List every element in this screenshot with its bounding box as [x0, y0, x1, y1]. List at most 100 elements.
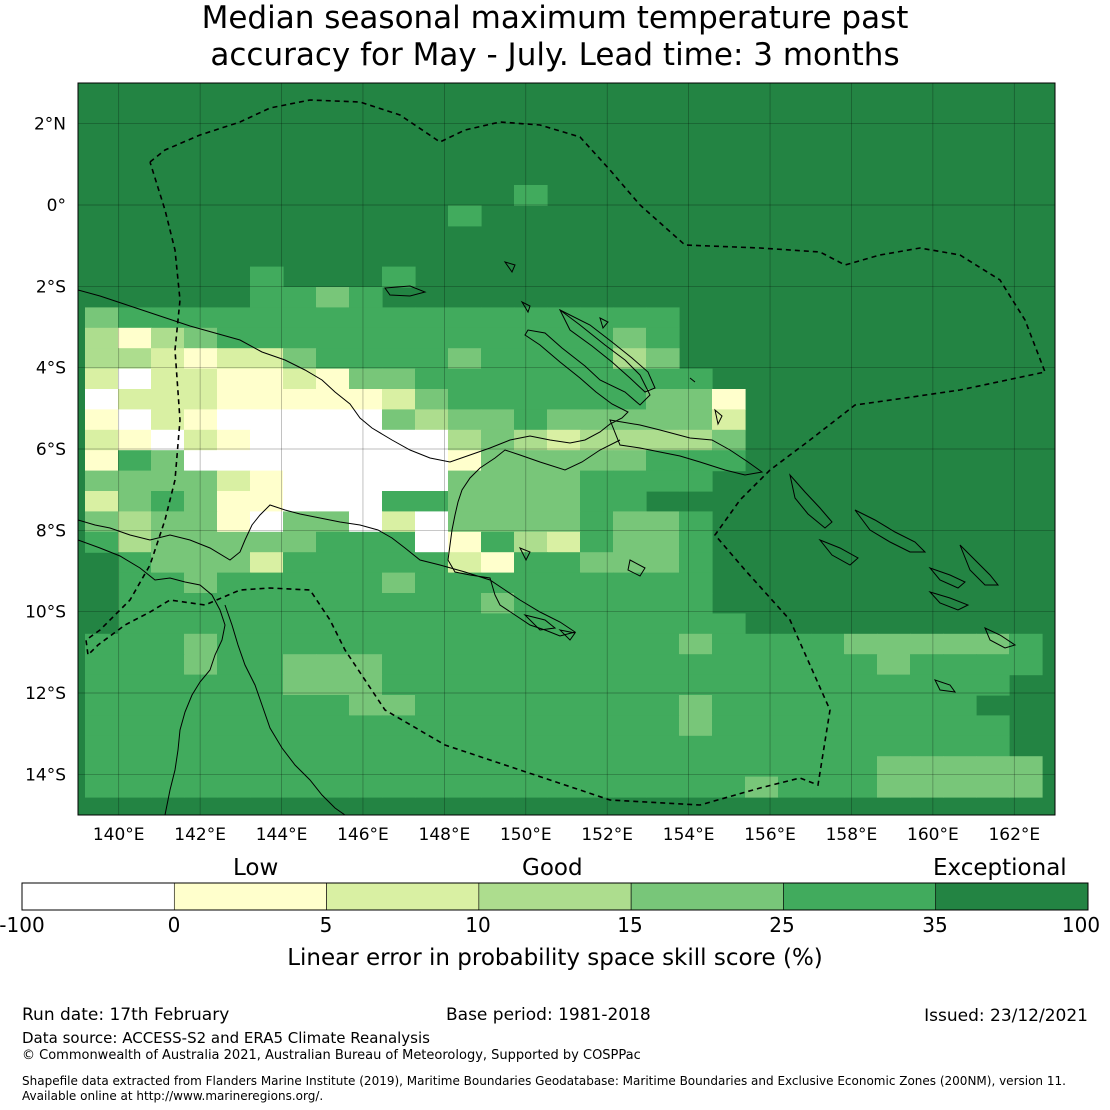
- skill-cell: [844, 674, 878, 696]
- skill-cell: [85, 776, 119, 798]
- x-tick-label: 144°E: [256, 825, 308, 845]
- skill-cell: [778, 715, 812, 737]
- colorbar-tick-label: 100: [1061, 913, 1101, 937]
- skill-cell: [415, 593, 449, 614]
- skill-cell: [580, 695, 614, 716]
- skill-cell: [712, 756, 746, 778]
- skill-cell: [118, 552, 152, 574]
- skill-cell: [415, 776, 449, 798]
- skill-cell: [679, 654, 713, 676]
- x-tick-label: 160°E: [907, 825, 959, 845]
- skill-cell: [283, 287, 317, 308]
- skill-cell: [382, 429, 416, 451]
- skill-cell: [283, 715, 317, 737]
- skill-cell: [613, 776, 647, 798]
- skill-cell: [250, 654, 284, 676]
- skill-cell: [382, 470, 416, 492]
- skill-cell: [184, 633, 218, 655]
- skill-cell: [349, 674, 383, 696]
- skill-cell: [118, 389, 152, 410]
- skill-cell: [844, 756, 878, 778]
- skill-cell: [349, 552, 383, 574]
- skill-cell: [349, 327, 383, 349]
- skill-cell: [382, 715, 416, 737]
- map-gridlines: [78, 83, 1055, 815]
- skill-cell: [382, 266, 416, 288]
- skill-cell: [184, 572, 218, 594]
- skill-cell: [250, 287, 284, 308]
- skill-cell: [382, 735, 416, 757]
- skill-cell: [547, 409, 581, 431]
- skill-cell: [85, 450, 119, 472]
- skill-cell: [217, 368, 251, 390]
- skill-cell: [481, 491, 515, 512]
- skill-cell: [316, 593, 350, 614]
- skill-cell: [646, 470, 680, 492]
- skill-cell: [184, 715, 218, 737]
- skill-cell: [877, 776, 911, 798]
- skill-cell: [85, 429, 119, 451]
- skill-cell: [382, 348, 416, 370]
- skill-cell: [349, 654, 383, 676]
- y-tick-label: 2°S: [36, 277, 66, 297]
- skill-cell: [712, 715, 746, 737]
- skill-cell: [646, 389, 680, 410]
- skill-cell: [217, 470, 251, 492]
- skill-cell: [415, 633, 449, 655]
- skill-cell: [118, 756, 152, 778]
- skill-cell: [646, 552, 680, 574]
- skill-cell: [580, 531, 614, 553]
- skill-cell: [316, 531, 350, 553]
- skill-cell: [415, 429, 449, 451]
- skill-cell: [811, 654, 845, 676]
- skill-cell: [151, 368, 185, 390]
- skill-cell: [415, 613, 449, 635]
- skill-cell: [514, 715, 548, 737]
- y-tick-label: 8°S: [36, 521, 66, 541]
- skill-cell: [646, 531, 680, 553]
- skill-cell: [514, 368, 548, 390]
- skill-cell: [613, 593, 647, 614]
- skill-cell: [283, 695, 317, 716]
- skill-cell: [514, 470, 548, 492]
- skill-cell: [250, 450, 284, 472]
- skill-cell: [250, 470, 284, 492]
- skill-cell: [316, 389, 350, 410]
- skill-cell: [547, 389, 581, 410]
- skill-cell: [910, 776, 944, 798]
- skill-cell: [943, 715, 977, 737]
- skill-cell: [679, 511, 713, 533]
- skill-cell: [217, 307, 251, 329]
- skill-cell: [481, 552, 515, 574]
- y-tick-label: 0°: [47, 196, 66, 216]
- x-tick-label: 162°E: [988, 825, 1040, 845]
- skill-cell: [514, 572, 548, 594]
- skill-cell: [349, 572, 383, 594]
- skill-cell: [151, 409, 185, 431]
- skill-cell: [712, 776, 746, 798]
- skill-cell: [910, 695, 944, 716]
- skill-cell: [151, 491, 185, 512]
- skill-cell: [976, 715, 1010, 737]
- skill-cell: [85, 327, 119, 349]
- skill-cell: [613, 572, 647, 594]
- skill-cell: [580, 409, 614, 431]
- skill-cell: [382, 572, 416, 594]
- skill-cell: [316, 327, 350, 349]
- skill-cell: [679, 572, 713, 594]
- colorbar-swatch: [326, 882, 480, 911]
- skill-cell: [613, 389, 647, 410]
- skill-cell: [184, 776, 218, 798]
- skill-cell: [514, 654, 548, 676]
- skill-cell: [250, 266, 284, 288]
- skill-cell: [250, 756, 284, 778]
- skill-cell: [151, 327, 185, 349]
- skill-cell: [613, 511, 647, 533]
- skill-cell: [679, 470, 713, 492]
- skill-cell: [613, 450, 647, 472]
- skill-cell: [481, 348, 515, 370]
- skill-cell: [118, 511, 152, 533]
- skill-cell: [745, 674, 779, 696]
- skill-cell: [349, 470, 383, 492]
